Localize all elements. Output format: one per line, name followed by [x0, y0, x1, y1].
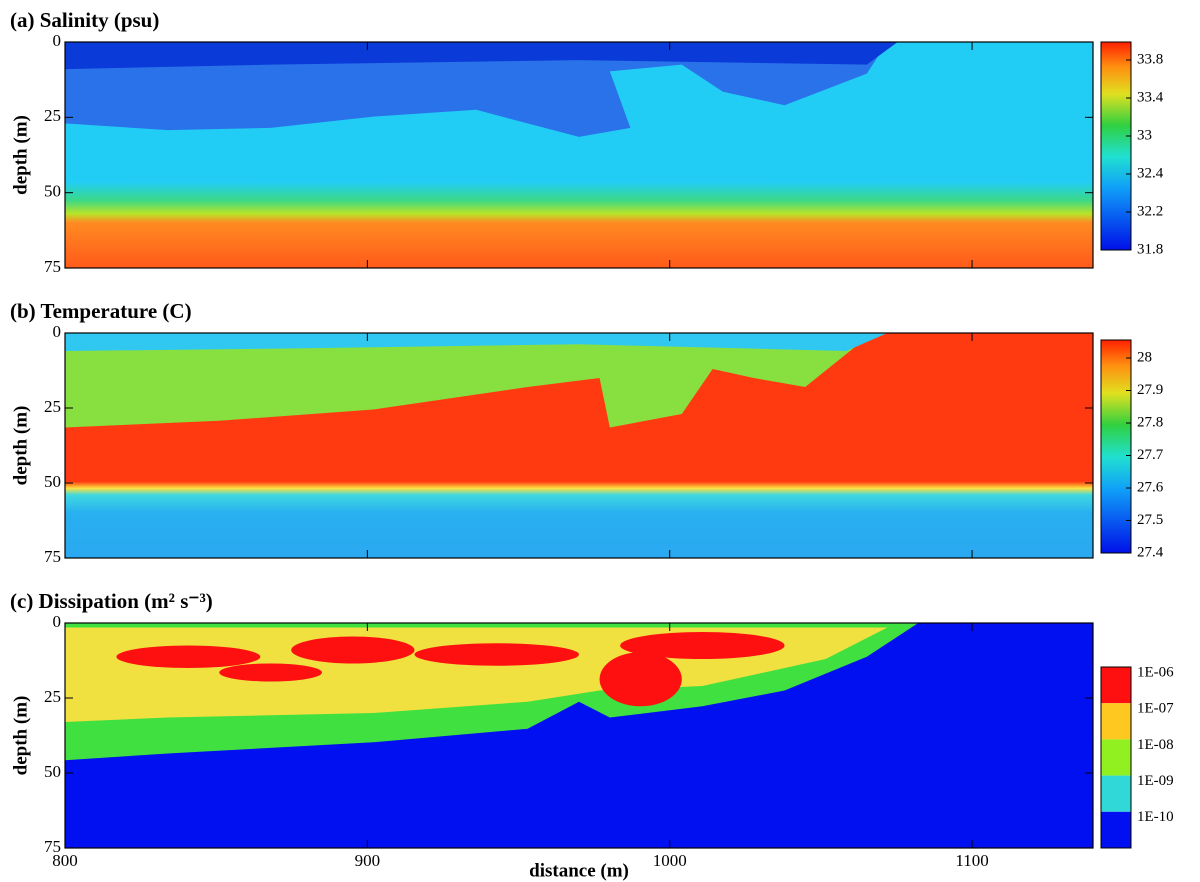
- colorbar-label: 33: [1137, 127, 1152, 143]
- panel-title: (c) Dissipation (m² s⁻³): [10, 589, 213, 613]
- x-axis-label: distance (m): [529, 860, 629, 881]
- plot-frame: [64, 332, 1094, 559]
- y-tick-label: 75: [44, 257, 61, 276]
- heatmap: [65, 42, 1093, 268]
- colorbar-label: 27.7: [1137, 447, 1164, 463]
- colorbar-label: 1E-07: [1137, 701, 1174, 717]
- plot-frame: [64, 622, 1094, 849]
- y-axis-label: depth (m): [10, 406, 31, 486]
- colorbar-label: 33.8: [1137, 51, 1163, 67]
- panel-title: (b) Temperature (C): [10, 299, 192, 323]
- x-tick-label: 1100: [955, 851, 988, 870]
- hot-spot: [620, 632, 785, 659]
- hot-spot: [599, 652, 682, 707]
- hot-spot: [414, 643, 579, 666]
- mixed-layer: [65, 337, 867, 428]
- colorbar-label: 27.8: [1137, 414, 1163, 430]
- y-tick-label: 0: [53, 612, 62, 631]
- colorbar-label: 27.5: [1137, 512, 1163, 528]
- colorbar-label: 32.2: [1137, 203, 1163, 219]
- y-axis-label: depth (m): [10, 696, 31, 776]
- plot-frame: [64, 41, 1094, 269]
- y-tick-label: 25: [44, 397, 61, 416]
- colorbar-level: [1101, 739, 1131, 776]
- x-tick-label: 1000: [653, 851, 687, 870]
- colorbar-level: [1101, 775, 1131, 812]
- heatmap: [65, 333, 1093, 558]
- y-tick-label: 75: [44, 547, 61, 566]
- panel-title: (a) Salinity (psu): [10, 8, 159, 32]
- colorbar-level: [1101, 811, 1131, 848]
- colorbar-label: 27.9: [1137, 382, 1163, 398]
- colorbar-label: 1E-09: [1137, 773, 1174, 789]
- y-axis-label: depth (m): [10, 115, 31, 195]
- colorbar-label: 1E-08: [1137, 737, 1174, 753]
- colorbar-label: 32.4: [1137, 165, 1164, 181]
- heatmap: [65, 623, 1093, 848]
- hot-spot: [291, 636, 415, 664]
- colorbar-level: [1101, 703, 1131, 740]
- colorbar-frame: [1100, 339, 1132, 554]
- fresh-top: [65, 42, 898, 70]
- y-tick-label: 50: [44, 182, 61, 201]
- top-strip: [65, 333, 888, 351]
- y-tick-label: 50: [44, 472, 61, 491]
- colorbar-frame: [1100, 41, 1132, 251]
- hot-spot: [219, 663, 322, 682]
- y-tick-label: 25: [44, 106, 61, 125]
- colorbar-label: 31.8: [1137, 241, 1163, 257]
- colorbar: [1101, 340, 1131, 553]
- colorbar-label: 27.4: [1137, 544, 1164, 560]
- colorbar-label: 33.4: [1137, 89, 1164, 105]
- y-tick-label: 25: [44, 687, 61, 706]
- colorbar: [1101, 42, 1131, 250]
- colorbar-label: 1E-10: [1137, 809, 1174, 825]
- colorbar-label: 1E-06: [1137, 664, 1174, 680]
- y-tick-label: 0: [53, 31, 62, 50]
- y-tick-label: 50: [44, 762, 61, 781]
- y-tick-label: 0: [53, 322, 62, 341]
- hot-spot: [116, 645, 261, 668]
- colorbar-label: 27.6: [1137, 479, 1164, 495]
- fresh-layer: [65, 42, 888, 137]
- colorbar-frame: [1100, 666, 1132, 849]
- colorbar-label: 28: [1137, 349, 1152, 365]
- y-tick-label: 75: [44, 837, 61, 856]
- x-tick-label: 900: [355, 851, 381, 870]
- x-tick-label: 800: [52, 851, 78, 870]
- colorbar-level: [1101, 667, 1131, 704]
